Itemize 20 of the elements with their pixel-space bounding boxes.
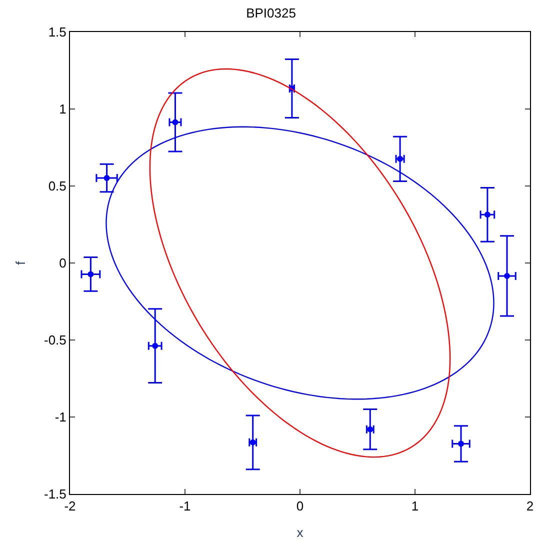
y-tick-label: 1 <box>59 102 66 117</box>
y-tick-label: 1.5 <box>48 24 66 40</box>
chart-title: BPI0325 <box>246 5 296 20</box>
y-tick-label: -1 <box>54 410 66 425</box>
point <box>88 271 94 278</box>
x-tick-label: 0 <box>296 498 304 514</box>
y-tick-label: 0.5 <box>48 178 66 194</box>
point <box>458 440 464 447</box>
x-axis-title: x <box>296 525 304 540</box>
x-tick-label: -1 <box>179 498 191 514</box>
y-axis-title: f <box>12 260 28 265</box>
point <box>504 272 510 279</box>
x-tick-label: -2 <box>64 498 76 514</box>
point <box>484 212 490 218</box>
x-tick-label: 2 <box>526 498 534 514</box>
x-tick-label: 1 <box>411 498 419 514</box>
y-tick-label: 0 <box>59 256 66 271</box>
point <box>104 174 110 181</box>
y-tick-label: -0.5 <box>44 332 66 348</box>
y-tick-label: -1.5 <box>44 486 66 502</box>
